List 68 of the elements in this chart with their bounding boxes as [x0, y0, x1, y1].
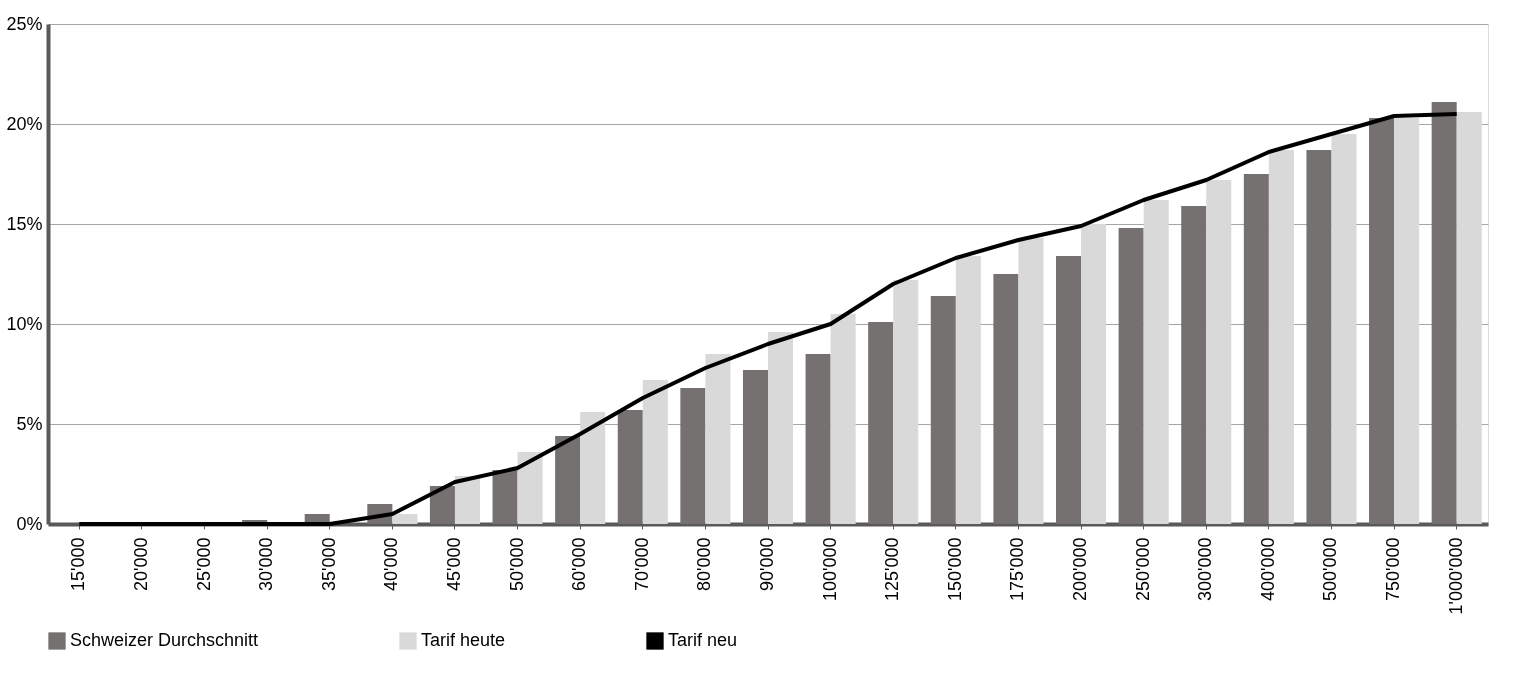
bar	[1243, 174, 1269, 524]
bar	[517, 452, 543, 524]
x-tick-label: 250'000	[1132, 537, 1153, 602]
bar	[642, 380, 668, 524]
legend-label: Schweizer Durchschnitt	[70, 630, 259, 650]
legend-label: Tarif heute	[421, 630, 506, 650]
bar	[1431, 102, 1457, 524]
bar	[1143, 200, 1169, 524]
x-tick-label: 40'000	[381, 537, 402, 591]
bar	[429, 486, 455, 524]
x-tick-label: 125'000	[882, 537, 903, 602]
x-tick-label: 60'000	[569, 537, 590, 591]
x-tick-label: 200'000	[1070, 537, 1091, 602]
bar	[454, 476, 480, 524]
x-tick-label: 150'000	[944, 537, 965, 602]
x-tick-label: 400'000	[1257, 537, 1278, 602]
y-tick-label: 15%	[6, 213, 43, 234]
bar	[617, 410, 643, 524]
bar	[492, 470, 518, 524]
x-tick-label: 20'000	[130, 537, 151, 591]
bar	[580, 412, 606, 524]
x-tick-label: 500'000	[1320, 537, 1341, 602]
x-tick-label: 45'000	[443, 537, 464, 591]
x-tick-label: 50'000	[506, 537, 527, 591]
bar	[868, 322, 894, 524]
y-tick-label: 0%	[16, 513, 43, 534]
bar	[1268, 150, 1294, 524]
x-tick-label: 30'000	[256, 537, 277, 591]
bar	[1331, 134, 1357, 524]
bar	[742, 370, 768, 524]
y-tick-label: 10%	[6, 313, 43, 334]
line-series	[77, 112, 1459, 526]
bar	[768, 332, 794, 524]
bar	[1181, 206, 1207, 524]
bar	[392, 514, 418, 524]
x-tick-label: 35'000	[318, 537, 339, 591]
bar	[1456, 112, 1482, 524]
bar	[1369, 118, 1395, 524]
x-tick-label: 70'000	[631, 537, 652, 591]
x-tick-label: 25'000	[193, 537, 214, 591]
x-tick-label: 1'000'000	[1445, 537, 1466, 615]
bar	[993, 274, 1019, 524]
bar	[955, 256, 981, 524]
x-tick-label: 300'000	[1195, 537, 1216, 602]
y-tick-label: 20%	[6, 113, 43, 134]
bar	[830, 314, 856, 524]
bar	[1118, 228, 1144, 524]
x-tick-label: 90'000	[757, 537, 777, 591]
bar	[1056, 256, 1082, 524]
bar	[555, 436, 581, 524]
bar	[1018, 238, 1044, 524]
bar	[893, 280, 919, 524]
y-tick-label: 25%	[6, 13, 43, 34]
bar	[705, 354, 731, 524]
bar	[1306, 150, 1332, 524]
bar	[805, 354, 831, 524]
bar	[930, 296, 956, 524]
bar	[1206, 180, 1232, 524]
x-tick-label: 100'000	[819, 537, 840, 602]
legend-label: Tarif neu	[668, 630, 738, 650]
x-tick-label: 750'000	[1383, 537, 1404, 602]
bar	[1081, 224, 1107, 524]
x-tick-label: 15'000	[68, 537, 89, 591]
bar	[680, 388, 706, 524]
x-tick-label: 80'000	[694, 537, 715, 591]
x-tick-label: 175'000	[1007, 537, 1028, 602]
bar	[1394, 118, 1420, 524]
y-tick-label: 5%	[16, 413, 43, 434]
